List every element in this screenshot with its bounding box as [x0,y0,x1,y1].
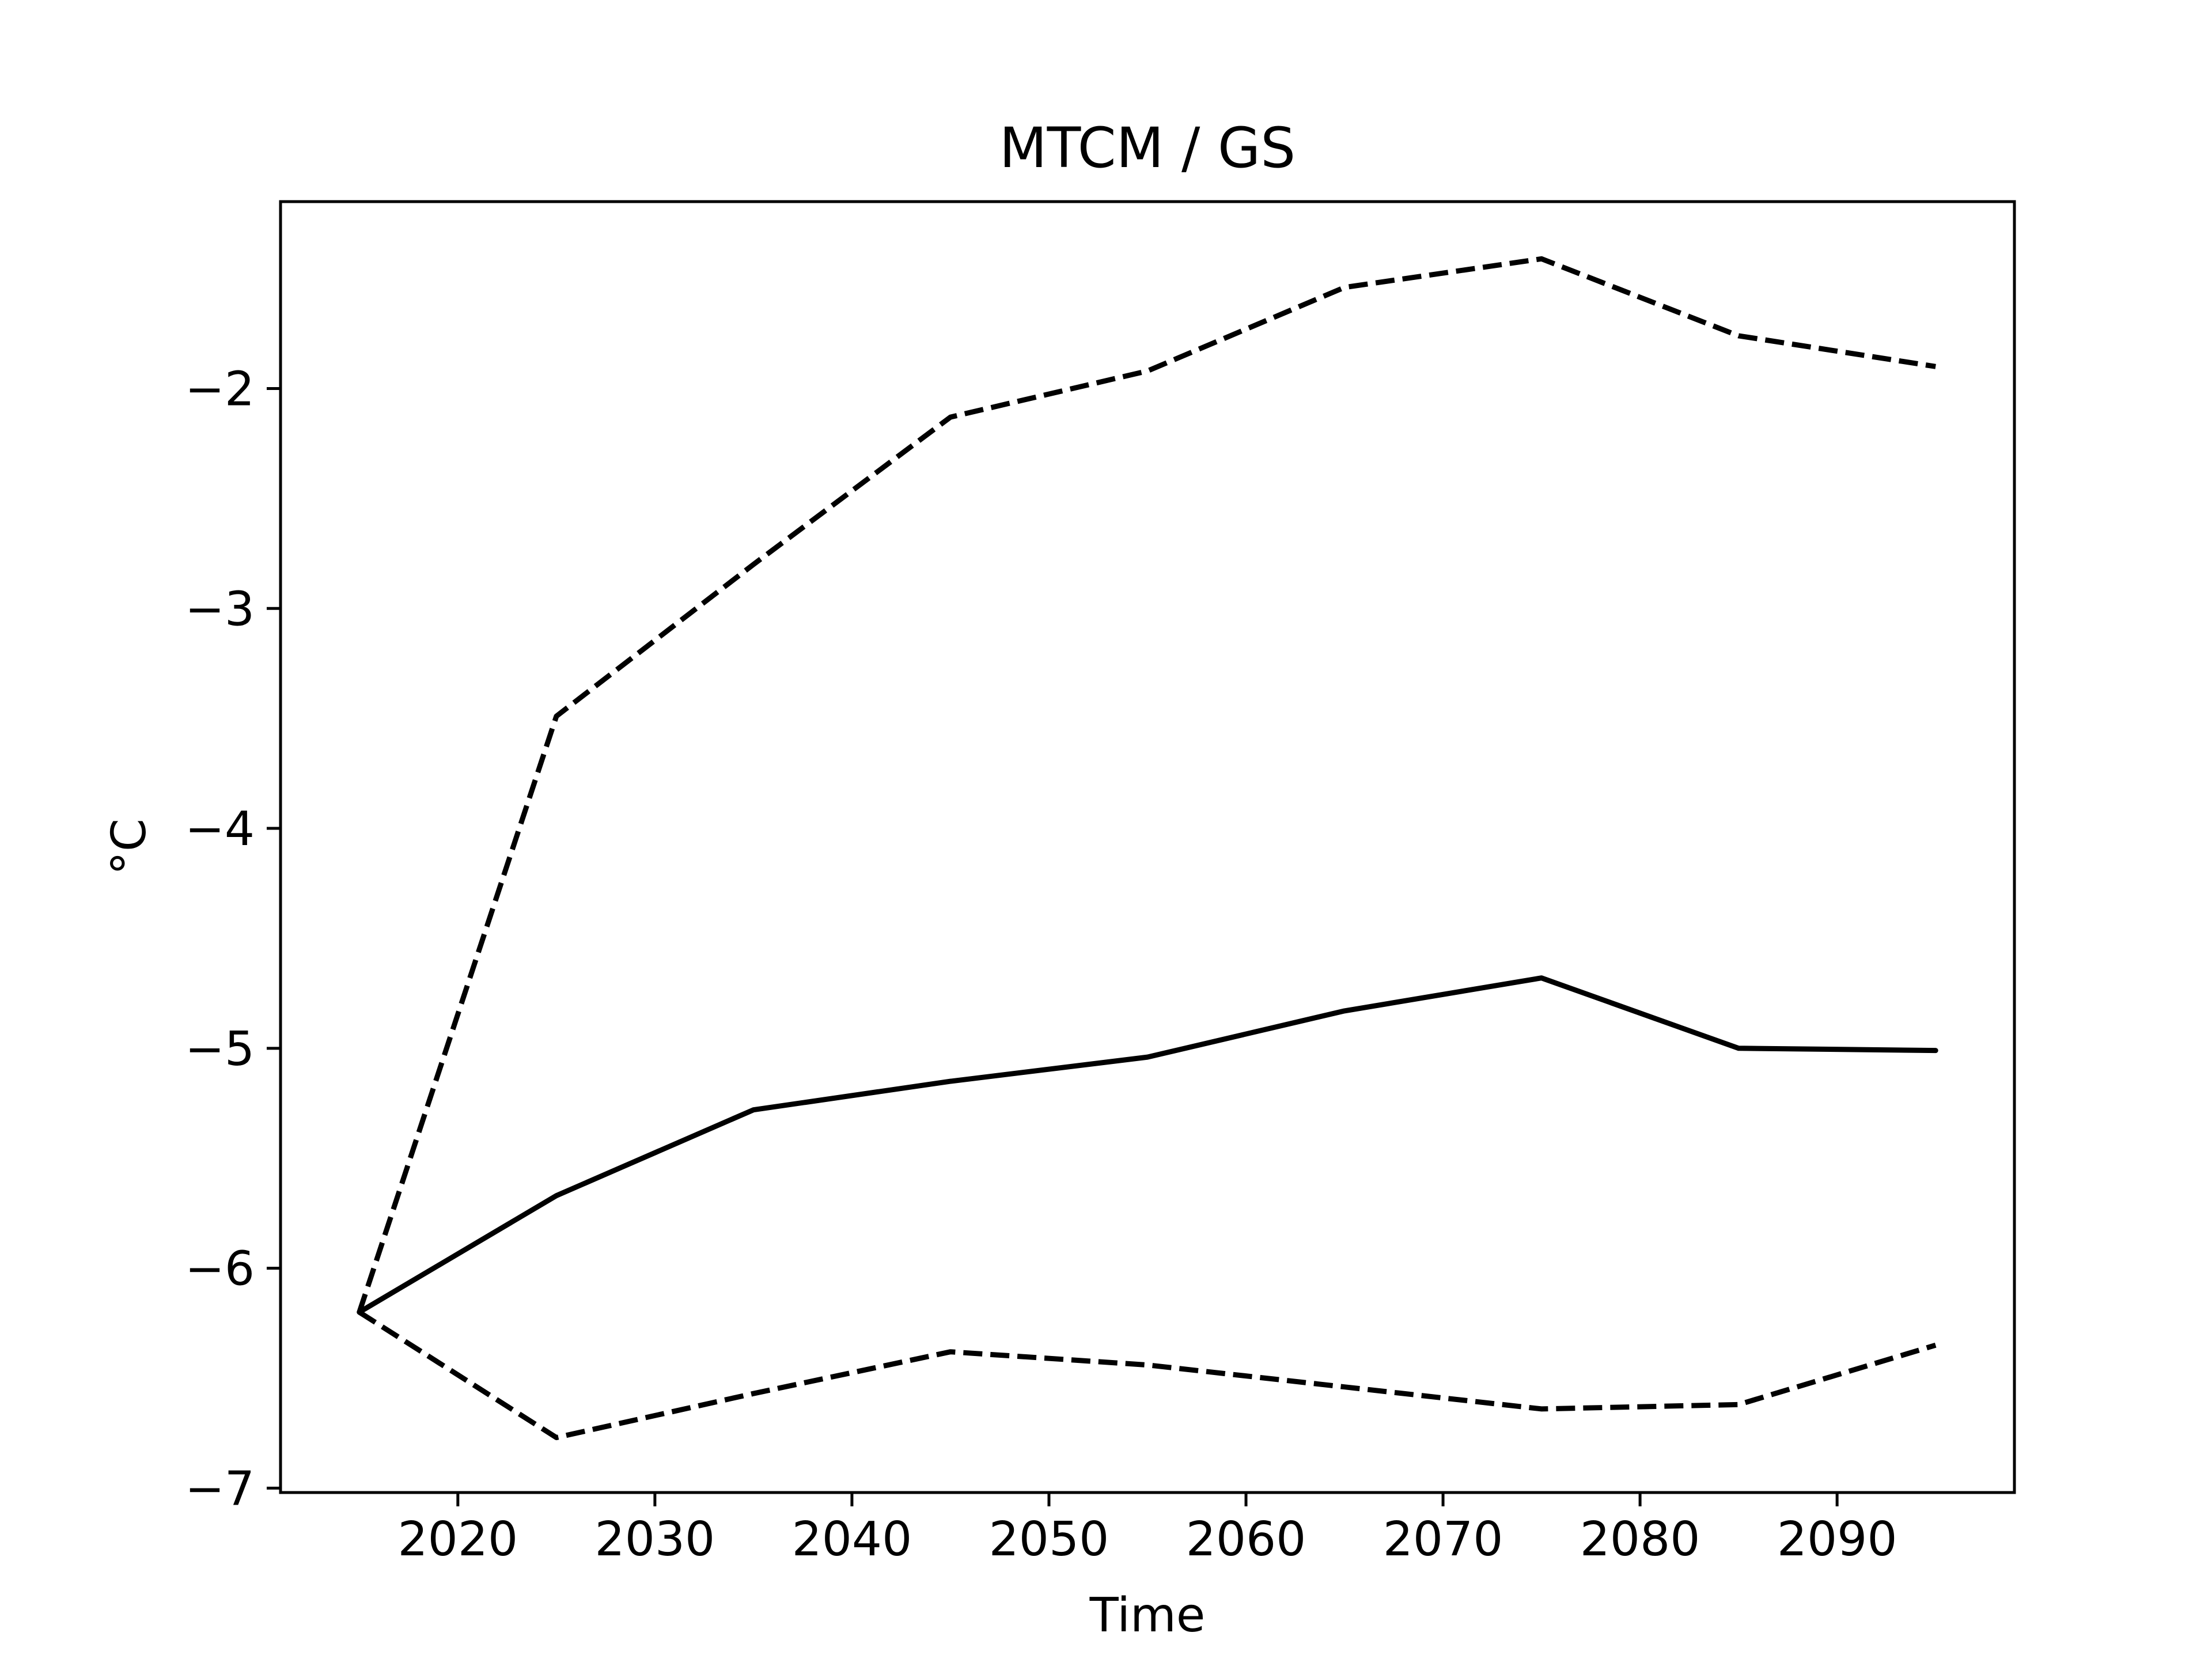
x-tick-label: 2040 [792,1512,912,1567]
x-tick-label: 2090 [1777,1512,1897,1567]
solid-series-line-0 [357,975,1938,1315]
y-axis-label: °C [102,819,157,875]
x-tick-label: 2070 [1383,1512,1503,1567]
x-tick-label: 2020 [397,1512,518,1567]
y-tick-label: −2 [185,362,255,417]
y-tick-label: −5 [185,1022,255,1077]
y-axis: −7 −6 −5 −4 −3 −2 [185,362,281,1516]
chart-title: MTCM / GS [999,116,1296,180]
y-tick-label: −6 [185,1242,255,1297]
x-axis: 2020 2030 2040 2050 2060 2070 2080 2090 [397,1493,1897,1567]
x-axis-label: Time [1089,1588,1206,1643]
series-layer [357,256,1938,1441]
x-tick-label: 2080 [1580,1512,1700,1567]
plot-area-frame [279,200,2016,1494]
x-tick-label: 2060 [1186,1512,1306,1567]
x-tick-label: 2050 [989,1512,1109,1567]
y-tick-label: −3 [185,582,255,637]
dashed-series-line-2 [358,1310,1937,1441]
y-tick-label: −7 [185,1461,255,1516]
y-tick-label: −4 [185,802,255,857]
dashed-series-line-1 [357,256,1936,1313]
x-tick-label: 2030 [595,1512,715,1567]
